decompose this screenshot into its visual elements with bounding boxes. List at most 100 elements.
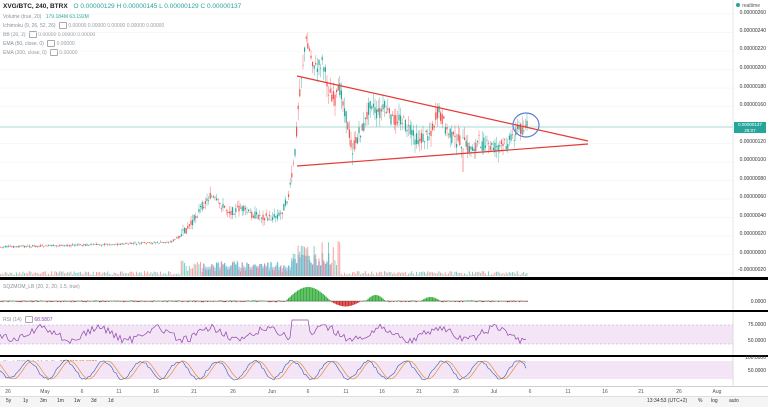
time-tick: Aug — [712, 389, 722, 395]
ema50-values: 0.00000 — [56, 41, 75, 47]
price-tick: 0.00000240 — [739, 28, 766, 34]
timeframe-5y[interactable]: 5y — [6, 398, 12, 404]
realtime-dot-icon — [736, 3, 741, 7]
chart-header: XVG/BTC, 240, BTRX O 0.00000129 H 0.0000… — [3, 2, 241, 11]
triangle-lower-trendline — [296, 143, 589, 167]
time-tick: 26 — [453, 389, 459, 395]
footer-clock[interactable]: 13:34:53 (UTC+2) — [647, 398, 688, 404]
rsi-legend[interactable]: RSI (14) 68.5807 — [3, 316, 52, 324]
timeframe-1w[interactable]: 1w — [74, 398, 81, 404]
time-tick: Jun — [267, 389, 277, 395]
timeframe-1m[interactable]: 1m — [57, 398, 64, 404]
price-tick: 0.00000040 — [739, 213, 766, 219]
bb-name: BB (20, 2) — [3, 32, 26, 38]
time-tick: 11 — [343, 389, 349, 395]
rsi-band — [0, 325, 733, 344]
timeframe-1d[interactable]: 1d — [108, 398, 114, 404]
price-tick: 0.00000220 — [739, 46, 766, 52]
ema200-values: 0.00000 — [59, 50, 78, 56]
time-tick: 16 — [153, 389, 159, 395]
realtime-indicator: realtime — [736, 3, 760, 9]
time-axis[interactable] — [0, 386, 768, 397]
sqzmom-legend[interactable]: SQZMOM_LB (20, 2, 20, 1.5, true) — [3, 283, 80, 291]
eye-icon[interactable] — [47, 40, 56, 48]
time-tick: 16 — [602, 389, 608, 395]
percent-toggle[interactable]: % — [698, 398, 703, 404]
pane-separator[interactable] — [0, 310, 768, 312]
ema50-legend[interactable]: EMA (50, close, 0) 0.00000 — [3, 40, 75, 48]
time-tick: 26 — [676, 389, 682, 395]
eye-icon[interactable] — [58, 22, 67, 30]
current-price-badge: 0.00000137 25:07 — [734, 122, 766, 133]
time-tick: Jul — [490, 389, 498, 395]
bar-countdown: 25:07 — [744, 127, 756, 133]
breakout-circle — [512, 112, 540, 138]
stoch-pane[interactable] — [0, 357, 768, 385]
time-tick: 21 — [638, 389, 644, 395]
time-tick: 21 — [416, 389, 422, 395]
sqzmom-name: SQZMOM_LB (20, 2, 20, 1.5, true) — [3, 284, 80, 290]
ema200-name: EMA (200, close, 0) — [3, 50, 47, 56]
time-tick: 11 — [565, 389, 571, 395]
sqzmom-pane[interactable] — [0, 280, 768, 310]
price-tick: 0.00000260 — [739, 10, 766, 16]
time-tick: 26 — [230, 389, 236, 395]
pane-separator[interactable] — [0, 277, 768, 280]
bb-values: 0.00000 0.00000 0.00000 — [38, 32, 96, 38]
ichimoku-legend[interactable]: Ichimoku (9, 26, 52, 26) 0.00000 0.00000… — [3, 22, 164, 30]
rsi-axis-tick: 50.0000 — [747, 338, 766, 344]
price-tick: 0.00000160 — [739, 102, 766, 108]
price-tick: 0.00000020 — [739, 231, 766, 237]
sqzmom-axis-tick: 0.0000 — [750, 299, 766, 305]
timeframe-1y[interactable]: 1y — [23, 398, 29, 404]
price-tick: 0.00000120 — [739, 139, 766, 145]
triangle-upper-trendline — [296, 75, 589, 142]
time-tick: 16 — [379, 389, 385, 395]
pane-separator[interactable] — [0, 355, 768, 357]
ichimoku-name: Ichimoku (9, 26, 52, 26) — [3, 23, 56, 29]
time-tick: May — [40, 389, 50, 395]
candlesticks — [0, 32, 528, 249]
rsi-axis-tick: 75.0000 — [747, 322, 766, 328]
volume-bars — [0, 241, 528, 276]
current-price-value: 0.00000137 — [738, 122, 762, 127]
timeframe-3d[interactable]: 3d — [91, 398, 97, 404]
price-tick: 0.00000180 — [739, 84, 766, 90]
timeframe-3m[interactable]: 3m — [40, 398, 47, 404]
volume-name: Volume (true, 20) — [3, 14, 42, 20]
bb-legend[interactable]: BB (20, 2) 0.00000 0.00000 0.00000 — [3, 31, 95, 39]
time-tick: 6 — [80, 389, 84, 395]
price-tick: 0.00000000 — [739, 250, 766, 256]
price-tick: 0.00000100 — [739, 157, 766, 163]
rsi-value: 68.5807 — [34, 317, 53, 323]
eye-icon[interactable] — [25, 316, 34, 324]
eye-icon[interactable] — [28, 31, 37, 39]
price-tick: -0.00000020 — [737, 267, 766, 273]
ichimoku-values: 0.00000 0.00000 0.00000 0.00000 0.00000 — [68, 23, 165, 29]
time-tick: 26 — [5, 389, 11, 395]
time-tick: 6 — [306, 389, 310, 395]
stoch-d-line — [0, 360, 527, 380]
ema200-legend[interactable]: EMA (200, close, 0) 0.00000 — [3, 49, 78, 57]
log-toggle[interactable]: log — [711, 398, 718, 404]
ema50-name: EMA (50, close, 0) — [3, 41, 44, 47]
stoch-axis-tick: 100.0000 — [745, 355, 766, 361]
volume-legend[interactable]: Volume (true, 20) 179.184M 63.192M — [3, 13, 89, 21]
rsi-pane[interactable] — [0, 312, 768, 356]
symbol-label[interactable]: XVG/BTC, 240, BTRX — [3, 3, 68, 10]
auto-toggle[interactable]: auto — [729, 398, 739, 404]
time-tick: 21 — [191, 389, 197, 395]
squeeze-histogram — [0, 287, 528, 307]
stoch-axis-tick: 50.0000 — [747, 368, 766, 374]
time-tick: 6 — [528, 389, 532, 395]
footer-bar — [0, 396, 768, 407]
price-tick: 0.00000060 — [739, 194, 766, 200]
stoch-band — [0, 361, 733, 379]
rsi-name: RSI (14) — [3, 317, 22, 323]
volume-values: 179.184M 63.192M — [45, 14, 89, 20]
realtime-label: realtime — [742, 3, 760, 9]
eye-icon[interactable] — [50, 49, 59, 57]
grid — [0, 13, 733, 274]
price-tick: 0.00000080 — [739, 176, 766, 182]
